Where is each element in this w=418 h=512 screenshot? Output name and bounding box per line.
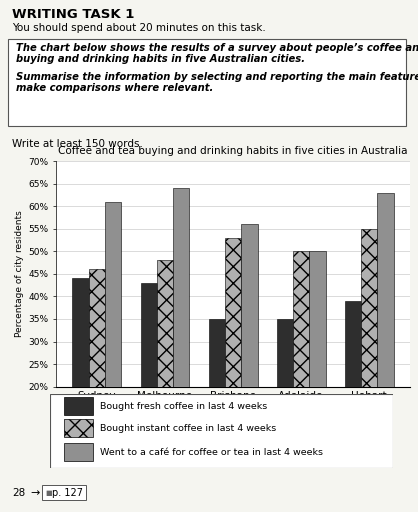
Text: Write at least 150 words.: Write at least 150 words.	[12, 139, 143, 149]
Bar	[241, 224, 257, 477]
Text: p. 127: p. 127	[52, 488, 83, 498]
Bar	[64, 397, 93, 415]
Text: You should spend about 20 minutes on this task.: You should spend about 20 minutes on thi…	[12, 23, 266, 33]
Text: The chart below shows the results of a survey about people’s coffee and tea: The chart below shows the results of a s…	[16, 42, 418, 53]
Bar	[293, 251, 309, 477]
Bar	[344, 301, 361, 477]
Text: WRITING TASK 1: WRITING TASK 1	[12, 8, 134, 21]
Bar	[8, 39, 406, 126]
Bar	[105, 202, 122, 477]
Text: Bought fresh coffee in last 4 weeks: Bought fresh coffee in last 4 weeks	[100, 401, 267, 411]
Text: buying and drinking habits in five Australian cities.: buying and drinking habits in five Austr…	[16, 54, 305, 65]
Bar	[173, 188, 189, 477]
Text: Bought instant coffee in last 4 weeks: Bought instant coffee in last 4 weeks	[100, 424, 276, 433]
Bar	[42, 485, 86, 500]
Bar	[89, 269, 105, 477]
Bar	[377, 193, 394, 477]
Text: →: →	[30, 488, 39, 498]
Bar	[361, 229, 377, 477]
Bar	[209, 319, 225, 477]
Text: ■: ■	[45, 490, 52, 496]
Bar	[64, 443, 93, 461]
Text: make comparisons where relevant.: make comparisons where relevant.	[16, 83, 213, 93]
Bar	[140, 283, 157, 477]
Text: 28: 28	[12, 488, 25, 498]
Bar	[64, 419, 93, 437]
Bar	[225, 238, 241, 477]
Bar	[277, 319, 293, 477]
Text: Summarise the information by selecting and reporting the main features, and: Summarise the information by selecting a…	[16, 72, 418, 82]
Bar	[157, 261, 173, 477]
Y-axis label: Percentage of city residents: Percentage of city residents	[15, 210, 25, 337]
Text: Went to a café for coffee or tea in last 4 weeks: Went to a café for coffee or tea in last…	[100, 447, 323, 457]
Bar	[309, 251, 326, 477]
Bar	[72, 279, 89, 477]
Title: Coffee and tea buying and drinking habits in five cities in Australia: Coffee and tea buying and drinking habit…	[58, 146, 408, 156]
